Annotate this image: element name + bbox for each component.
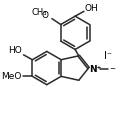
Text: ─: ─ [110, 66, 114, 72]
Text: CH₃: CH₃ [32, 8, 47, 17]
Text: I⁻: I⁻ [104, 51, 112, 61]
Text: HO: HO [8, 46, 22, 55]
Text: O: O [42, 11, 49, 20]
Text: N⁺: N⁺ [89, 65, 102, 74]
Text: OH: OH [85, 4, 99, 13]
Text: MeO: MeO [2, 72, 22, 81]
